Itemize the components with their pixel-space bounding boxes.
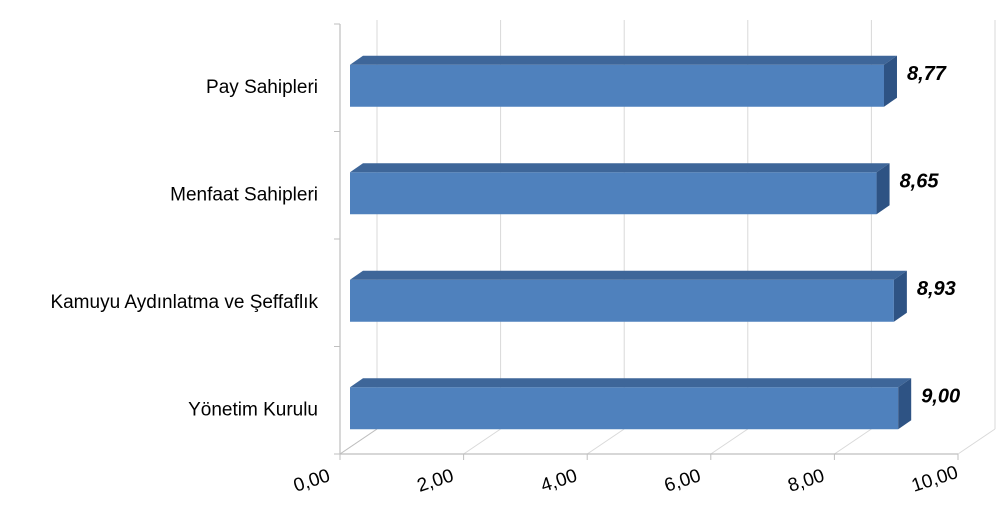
x-tick-label: 8,00 bbox=[785, 465, 827, 496]
bar-front bbox=[350, 64, 884, 107]
bar-top bbox=[350, 378, 912, 388]
bar-side bbox=[883, 55, 897, 107]
bar-front bbox=[350, 172, 877, 215]
floor-left-edge bbox=[339, 428, 378, 455]
x-tick-label: 6,00 bbox=[662, 465, 704, 496]
floor-gridline bbox=[710, 428, 749, 455]
category-label: Kamuyu Aydınlatma ve Şeffaflık bbox=[50, 292, 318, 313]
category-label: Menfaat Sahipleri bbox=[170, 184, 318, 205]
category-label: Pay Sahipleri bbox=[206, 77, 318, 98]
data-label: 8,77 bbox=[907, 63, 947, 85]
bar-top bbox=[350, 55, 897, 65]
floor-gridline bbox=[957, 428, 996, 455]
axes bbox=[334, 23, 959, 460]
bar-top bbox=[350, 270, 907, 280]
bars bbox=[350, 55, 912, 430]
floor-gridline bbox=[586, 428, 625, 455]
x-tick-label: 4,00 bbox=[538, 465, 580, 496]
x-tick-label: 2,00 bbox=[415, 465, 457, 496]
bar-side bbox=[876, 163, 890, 215]
bar-top bbox=[350, 163, 890, 173]
x-tick-label: 10,00 bbox=[909, 462, 961, 497]
data-label: 9,00 bbox=[921, 385, 960, 407]
bar-front bbox=[350, 279, 894, 322]
data-label: 8,65 bbox=[900, 170, 940, 192]
x-tick-label: 0,00 bbox=[291, 465, 333, 496]
floor-gridline bbox=[463, 428, 501, 455]
bar-front bbox=[350, 387, 899, 430]
data-label: 8,93 bbox=[917, 278, 956, 300]
category-label: Yönetim Kurulu bbox=[188, 399, 318, 420]
bar-side bbox=[893, 270, 907, 322]
floor-gridline bbox=[834, 428, 872, 455]
bar-side bbox=[898, 378, 912, 430]
